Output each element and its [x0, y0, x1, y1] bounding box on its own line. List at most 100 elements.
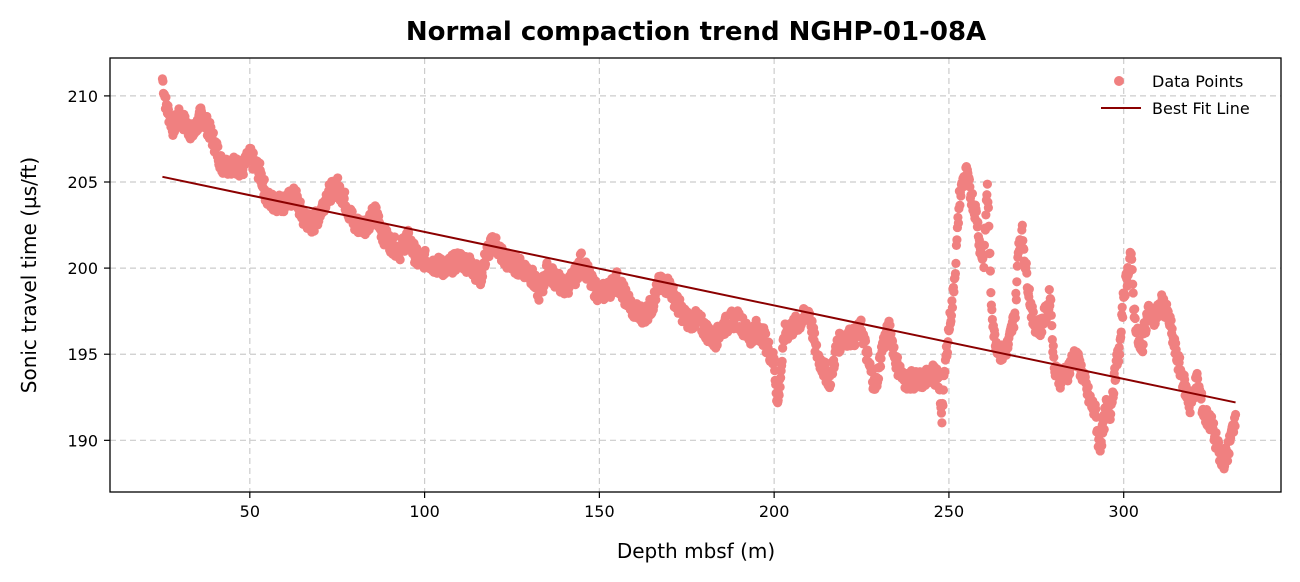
data-point: [248, 148, 258, 158]
data-point: [885, 320, 895, 330]
data-point: [820, 357, 830, 367]
data-point: [811, 340, 822, 350]
data-point: [1083, 382, 1093, 392]
data-point: [985, 266, 995, 276]
data-point: [987, 305, 997, 315]
data-point: [950, 268, 961, 279]
data-point: [1193, 374, 1203, 384]
data-point: [1130, 304, 1140, 314]
data-point: [1114, 342, 1124, 353]
data-point: [1091, 404, 1101, 414]
data-point: [1127, 254, 1137, 265]
y-tick-label: 205: [67, 173, 98, 192]
data-point: [295, 197, 305, 207]
data-point: [1127, 265, 1137, 275]
data-point: [937, 418, 947, 428]
data-point: [1230, 409, 1241, 420]
data-point: [761, 329, 771, 339]
legend-label-data-points: Data Points: [1152, 72, 1243, 91]
data-point: [1018, 235, 1028, 246]
data-point: [769, 353, 779, 364]
data-point: [964, 174, 974, 185]
data-point: [983, 203, 993, 213]
y-tick-label: 200: [67, 259, 98, 278]
data-point: [946, 311, 957, 321]
data-point: [981, 210, 991, 220]
data-point: [1115, 349, 1125, 360]
data-point: [238, 169, 248, 180]
data-point: [850, 340, 860, 350]
data-point: [1166, 315, 1176, 326]
data-point: [390, 232, 400, 242]
data-point: [534, 295, 544, 305]
data-point: [1021, 258, 1031, 268]
data-point: [879, 343, 890, 353]
data-point: [825, 380, 836, 390]
data-point: [1211, 428, 1221, 438]
data-point: [1106, 409, 1116, 419]
data-point: [1047, 321, 1057, 331]
data-point: [1097, 441, 1107, 451]
data-point: [1019, 244, 1029, 254]
data-point: [770, 366, 780, 376]
data-point: [1128, 288, 1138, 298]
chart-title: Normal compaction trend NGHP-01-08A: [406, 17, 986, 47]
data-point: [333, 173, 343, 183]
data-point: [339, 194, 349, 204]
data-point: [1022, 268, 1032, 278]
data-point: [982, 190, 992, 200]
data-point: [1133, 323, 1143, 333]
plot-frame: [109, 57, 1282, 493]
legend-marker-data-points: [1114, 76, 1124, 86]
data-point: [774, 390, 784, 400]
y-tick-label: 190: [67, 431, 98, 450]
data-point: [985, 248, 995, 258]
data-point: [876, 353, 886, 364]
data-point: [1099, 424, 1109, 435]
data-point: [259, 174, 269, 185]
data-point: [1138, 347, 1148, 357]
legend-label-best-fit-line: Best Fit Line: [1152, 99, 1250, 118]
data-point: [1175, 353, 1185, 363]
x-tick-label: 200: [759, 502, 790, 521]
data-point: [982, 179, 992, 189]
data-point: [480, 259, 491, 269]
data-point: [1028, 307, 1038, 317]
data-point: [1208, 418, 1219, 428]
data-point: [938, 385, 949, 395]
data-point: [1009, 322, 1019, 333]
data-point: [863, 348, 873, 358]
y-axis-label: Sonic travel time (µs/ft): [17, 157, 41, 393]
data-point: [979, 240, 989, 250]
data-point: [942, 348, 953, 358]
data-point: [1130, 313, 1140, 324]
data-point: [892, 352, 903, 362]
data-point: [1117, 302, 1127, 312]
data-point: [967, 188, 977, 199]
data-point: [1185, 408, 1195, 418]
data-point: [1224, 449, 1234, 459]
data-point: [873, 374, 884, 384]
data-point: [829, 360, 840, 370]
data-point: [208, 128, 218, 138]
data-point: [1138, 339, 1148, 350]
data-point: [213, 142, 223, 152]
data-point: [986, 287, 996, 298]
data-point: [984, 221, 994, 231]
data-point: [255, 158, 265, 168]
data-point: [777, 356, 787, 366]
data-point: [1017, 220, 1027, 230]
data-point: [1116, 327, 1126, 337]
data-point: [807, 316, 817, 326]
data-point: [1012, 261, 1022, 271]
best-fit-line: [162, 175, 1236, 404]
data-point: [161, 92, 171, 102]
data-point: [973, 217, 983, 227]
data-point: [955, 200, 965, 210]
data-point: [651, 295, 661, 305]
data-point: [990, 329, 1000, 340]
data-point: [1114, 356, 1124, 366]
data-point: [956, 191, 966, 201]
data-point: [477, 272, 488, 282]
